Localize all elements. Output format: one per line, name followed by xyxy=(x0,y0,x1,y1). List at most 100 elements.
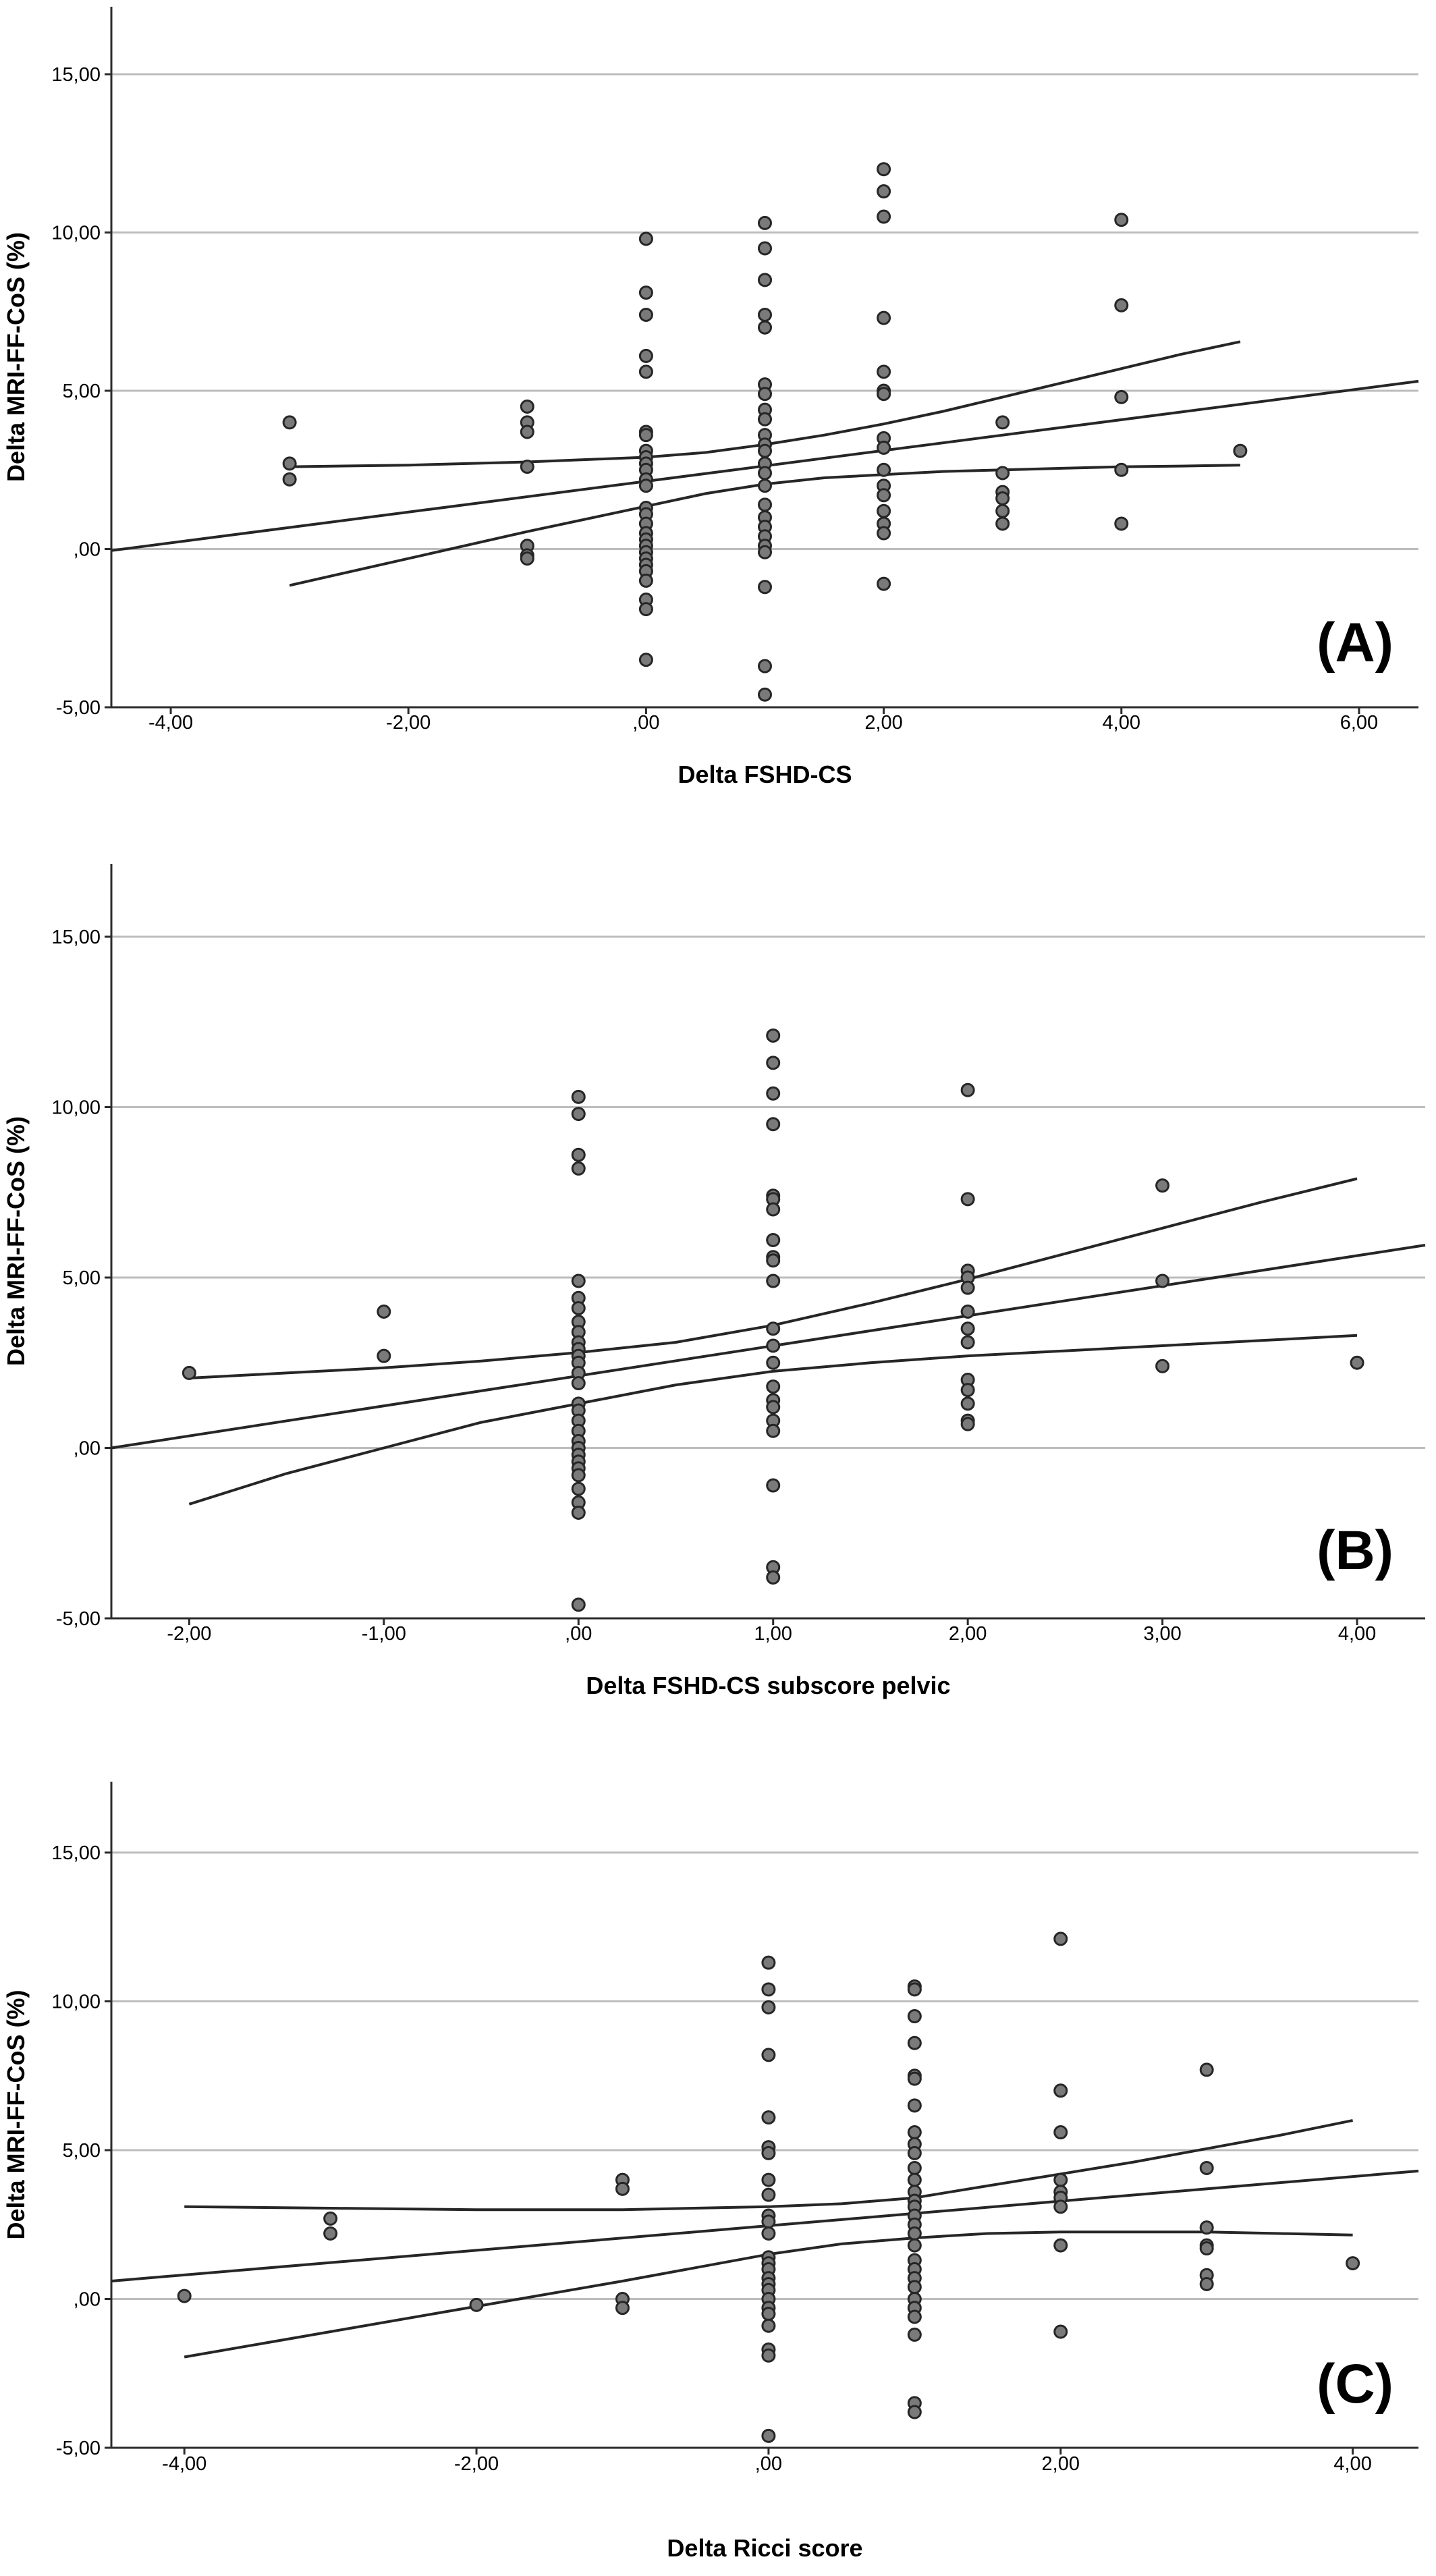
y-tick-label: 5,00 xyxy=(63,2140,101,2162)
data-point xyxy=(766,1379,781,1394)
data-point xyxy=(571,1107,586,1122)
data-point xyxy=(615,2181,630,2196)
x-tick-label: 6,00 xyxy=(1340,712,1378,734)
data-point xyxy=(766,1273,781,1288)
data-point xyxy=(766,1232,781,1247)
data-point xyxy=(1199,2241,1214,2256)
data-point xyxy=(766,1321,781,1336)
data-point xyxy=(571,1505,586,1520)
data-point xyxy=(1346,2256,1360,2271)
data-point xyxy=(758,478,772,493)
y-tick-label: ,00 xyxy=(74,1438,101,1460)
data-point xyxy=(571,1481,586,1496)
ci-upper-curve xyxy=(289,340,1241,468)
scatter-plot-b: -5,00 ,00 5,00 10,00 15,00 -2,00 -1,00 ,00 1,00 2… xyxy=(2,864,1426,1699)
data-point xyxy=(877,387,891,402)
data-point xyxy=(758,215,772,230)
data-point xyxy=(907,2125,922,2140)
data-point xyxy=(877,526,891,541)
x-axis-title: Delta FSHD-CS xyxy=(678,761,852,788)
data-point xyxy=(758,387,772,402)
data-point xyxy=(907,2145,922,2160)
data-point xyxy=(761,2110,776,2125)
data-point xyxy=(758,320,772,335)
data-point xyxy=(766,1056,781,1070)
data-point xyxy=(1114,213,1129,227)
data-point xyxy=(758,307,772,322)
data-point xyxy=(766,1202,781,1217)
data-point xyxy=(282,472,297,487)
data-point xyxy=(638,573,653,588)
chart-panel-b: -5,00 ,00 5,00 10,00 15,00 -2,00 -1,00 ,00 1,00 2… xyxy=(0,857,1436,1734)
data-point xyxy=(907,2405,922,2419)
data-point xyxy=(571,1273,586,1288)
data-point xyxy=(571,1597,586,1612)
data-point xyxy=(761,2307,776,2322)
data-point xyxy=(766,1355,781,1370)
x-tick-label: 4,00 xyxy=(1103,712,1140,734)
data-point xyxy=(758,580,772,595)
data-point xyxy=(758,466,772,481)
chart-panel-a: -5,00 ,00 5,00 10,00 15,00 -4,00 -2,00 ,00 2,00 4… xyxy=(0,0,1436,823)
data-point xyxy=(877,364,891,379)
data-point xyxy=(907,2172,922,2187)
data-point xyxy=(1053,2172,1068,2187)
data-point xyxy=(907,2160,922,2175)
data-point xyxy=(960,1280,975,1295)
data-point xyxy=(638,653,653,667)
ci-lower-curve xyxy=(289,464,1240,587)
data-point xyxy=(1053,2324,1068,2339)
data-point xyxy=(758,497,772,512)
data-point xyxy=(766,1423,781,1438)
y-tick-label: 10,00 xyxy=(51,1097,101,1119)
x-tick-label: -4,00 xyxy=(162,2453,206,2475)
data-point xyxy=(758,443,772,458)
x-tick-label: 4,00 xyxy=(1338,1623,1376,1645)
data-point xyxy=(1199,2160,1214,2175)
data-point xyxy=(907,2071,922,2086)
data-point xyxy=(182,1365,196,1380)
data-point xyxy=(766,1338,781,1353)
y-axis-title: Delta MRI-FF-CoS (%) xyxy=(2,1116,30,1366)
x-tick-label: ,00 xyxy=(755,2453,782,2475)
data-point xyxy=(1053,1931,1068,1946)
data-point xyxy=(571,1161,586,1176)
data-point xyxy=(1155,1178,1170,1193)
data-point xyxy=(877,462,891,477)
data-point xyxy=(761,2348,776,2363)
x-tick-label: 2,00 xyxy=(949,1623,987,1645)
x-tick-label: ,00 xyxy=(565,1623,592,1645)
data-point xyxy=(638,231,653,246)
data-point xyxy=(761,2000,776,2015)
data-point xyxy=(907,2327,922,2342)
data-point xyxy=(758,273,772,287)
chart-panel-c: -5,00 ,00 5,00 10,00 15,00 -4,00 -2,00 ,00 2,00 4… xyxy=(0,1768,1436,2576)
data-point xyxy=(761,2428,776,2443)
data-point xyxy=(758,687,772,702)
data-point xyxy=(761,1982,776,1997)
data-point xyxy=(761,2214,776,2229)
x-tick-label: 2,00 xyxy=(1042,2453,1080,2475)
data-point xyxy=(282,415,297,430)
x-tick-label: 1,00 xyxy=(754,1623,792,1645)
data-point xyxy=(1114,516,1129,531)
data-point xyxy=(1350,1355,1364,1370)
data-point xyxy=(638,478,653,493)
data-point xyxy=(907,2035,922,2050)
data-point xyxy=(520,551,534,566)
x-tick-label: -2,00 xyxy=(167,1623,211,1645)
y-axis-title: Delta MRI-FF-CoS (%) xyxy=(2,1990,30,2240)
data-point xyxy=(1114,298,1129,312)
x-tick-label: 3,00 xyxy=(1143,1623,1181,1645)
data-point xyxy=(1199,2276,1214,2291)
data-point xyxy=(877,503,891,518)
x-axis-title: Delta FSHD-CS subscore pelvic xyxy=(586,1672,950,1699)
data-point xyxy=(377,1348,391,1363)
y-axis-title: Delta MRI-FF-CoS (%) xyxy=(2,232,30,482)
data-point xyxy=(1053,2199,1068,2214)
data-point xyxy=(1199,2062,1214,2077)
y-tick-label: 15,00 xyxy=(51,1842,101,1864)
data-point xyxy=(323,2211,338,2226)
data-point xyxy=(877,488,891,503)
data-point xyxy=(758,412,772,427)
